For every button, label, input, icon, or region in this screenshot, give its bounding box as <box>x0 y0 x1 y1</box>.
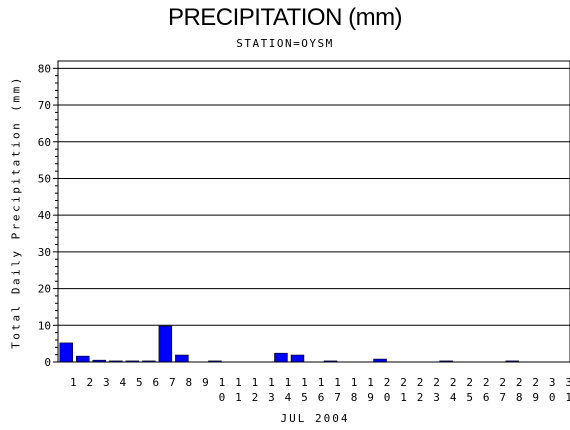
x-tick-label-digit: 3 <box>549 376 556 389</box>
precipitation-bar <box>76 355 90 363</box>
precipitation-bar <box>290 354 305 363</box>
chart-title: PRECIPITATION (mm) <box>167 4 403 31</box>
x-tick-label-digit: 2 <box>433 376 440 389</box>
y-tick-label: 0 <box>44 356 51 369</box>
x-tick-label-digit: 1 <box>252 376 259 389</box>
x-tick-label-digit: 1 <box>318 376 325 389</box>
x-tick-label: 9 <box>202 376 209 389</box>
x-tick-label-digit: 9 <box>532 391 539 404</box>
x-tick-label-digit: 7 <box>334 391 341 404</box>
x-tick-label-digit: 1 <box>235 391 242 404</box>
precipitation-bar <box>59 342 73 363</box>
x-tick-label-digit: 1 <box>285 376 292 389</box>
x-tick-label-digit: 0 <box>549 391 556 404</box>
x-tick-label-digit: 1 <box>235 376 242 389</box>
x-tick-label-digit: 4 <box>450 391 457 404</box>
x-tick-label-digit: 2 <box>516 376 523 389</box>
x-tick-label-digit: 0 <box>384 391 391 404</box>
x-tick-label-digit: 2 <box>417 391 424 404</box>
x-tick-label-digit: 1 <box>219 376 226 389</box>
x-tick-label-digit: 6 <box>483 391 490 404</box>
y-tick-label: 30 <box>38 246 51 259</box>
precipitation-bar <box>175 354 189 363</box>
y-tick-label: 60 <box>38 136 51 149</box>
chart-subtitle: STATION=OYSM <box>236 37 334 50</box>
x-tick-label-digit: 1 <box>268 376 275 389</box>
x-tick-label-digit: 8 <box>516 391 523 404</box>
x-tick-label-digit: 0 <box>219 391 226 404</box>
x-tick-label-digit: 2 <box>532 376 539 389</box>
x-tick-label-digit: 5 <box>301 391 308 404</box>
y-tick-label: 10 <box>38 319 51 332</box>
x-tick-label-digit: 2 <box>450 376 457 389</box>
x-tick-label: 5 <box>136 376 143 389</box>
precipitation-bar <box>158 325 173 363</box>
y-tick-label: 40 <box>38 209 51 222</box>
precipitation-bar <box>274 352 288 363</box>
x-tick-label-digit: 2 <box>252 391 259 404</box>
x-tick-label-digit: 3 <box>268 391 275 404</box>
x-tick-label: 4 <box>119 376 126 389</box>
x-axis-label: JUL 2004 <box>280 412 350 425</box>
x-tick-label-digit: 1 <box>351 376 358 389</box>
x-tick-label: 6 <box>153 376 160 389</box>
x-tick-label-digit: 3 <box>433 391 440 404</box>
x-tick-label: 8 <box>186 376 193 389</box>
x-tick-label-digit: 2 <box>466 376 473 389</box>
x-tick-label: 1 <box>70 376 77 389</box>
x-tick-label-digit: 1 <box>565 391 570 404</box>
x-tick-label-digit: 5 <box>466 391 473 404</box>
x-tick-label-digit: 2 <box>499 376 506 389</box>
y-tick-label: 70 <box>38 99 51 112</box>
x-tick-label-digit: 2 <box>400 376 407 389</box>
x-tick-label-digit: 2 <box>483 376 490 389</box>
x-tick-label: 3 <box>103 376 110 389</box>
x-tick-label-digit: 1 <box>367 376 374 389</box>
x-tick-label-digit: 7 <box>499 391 506 404</box>
x-tick-label-digit: 6 <box>318 391 325 404</box>
y-tick-label: 20 <box>38 283 51 296</box>
x-tick-label-digit: 1 <box>400 391 407 404</box>
x-tick-label-digit: 8 <box>351 391 358 404</box>
x-tick-label-digit: 9 <box>367 391 374 404</box>
plot-frame <box>57 60 570 363</box>
y-tick-label: 50 <box>38 172 51 185</box>
y-tick-label: 80 <box>38 62 51 75</box>
x-tick-label-digit: 1 <box>301 376 308 389</box>
x-tick-label-digit: 3 <box>565 376 570 389</box>
x-tick-label-digit: 4 <box>285 391 292 404</box>
x-tick-label: 7 <box>169 376 176 389</box>
x-tick-label-digit: 1 <box>334 376 341 389</box>
x-tick-label-digit: 2 <box>417 376 424 389</box>
x-tick-label: 2 <box>86 376 93 389</box>
x-tick-label-digit: 2 <box>384 376 391 389</box>
